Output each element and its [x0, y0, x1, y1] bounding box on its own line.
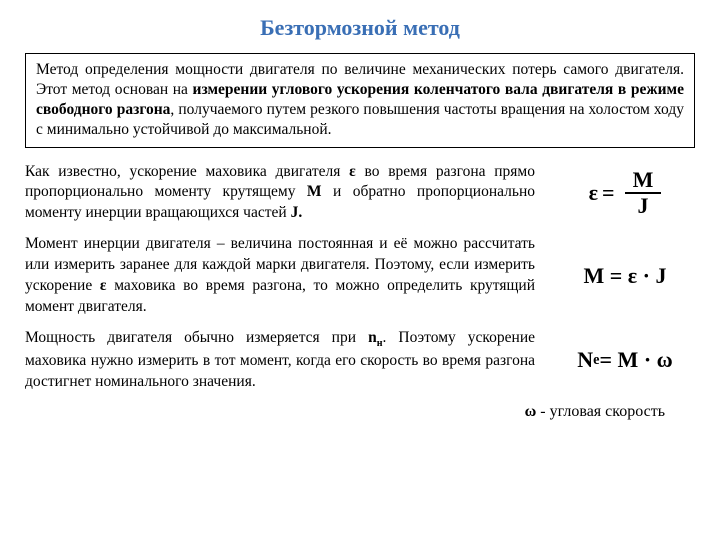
f1-den: J [629, 194, 656, 218]
b3nn: nн [368, 329, 382, 346]
footer-note: ω - угловая скорость [25, 403, 695, 421]
footer-sym: ω [525, 403, 537, 420]
formula2: M = ε · J [555, 263, 695, 289]
f1-eq: = [602, 180, 615, 206]
f1-num: M [625, 168, 662, 194]
block3-row: Мощность двигателя обычно измеряется при… [25, 328, 695, 393]
f3-rhs: = M · ω [600, 347, 673, 373]
b1p1: Как известно, ускорение маховика двигате… [25, 163, 349, 180]
block1-text: Как известно, ускорение маховика двигате… [25, 162, 535, 225]
formula3: Ne = M · ω [555, 347, 695, 373]
formula1: ε = M J [555, 168, 695, 218]
b1j: J. [291, 204, 303, 221]
block2-row: Момент инерции двигателя – величина пост… [25, 234, 695, 318]
b1eps: ε [349, 163, 356, 180]
f1-lhs: ε [589, 180, 598, 206]
b1m: М [307, 183, 322, 200]
f2: M = ε · J [583, 263, 666, 289]
page-title: Безтормозной метод [25, 15, 695, 41]
b2eps: ε [100, 277, 107, 294]
intro-box: Метод определения мощности двигателя по … [25, 53, 695, 148]
b3p1: Мощность двигателя обычно измеряется при [25, 329, 368, 346]
f3-lhs: N [577, 347, 593, 373]
block1-row: Как известно, ускорение маховика двигате… [25, 162, 695, 225]
block2-text: Момент инерции двигателя – величина пост… [25, 234, 535, 318]
block3-text: Мощность двигателя обычно измеряется при… [25, 328, 535, 393]
title-text: Безтормозной метод [260, 15, 460, 40]
footer-text: - угловая скорость [536, 403, 665, 420]
f1-frac: M J [625, 168, 662, 218]
b3nn-base: n [368, 329, 377, 346]
